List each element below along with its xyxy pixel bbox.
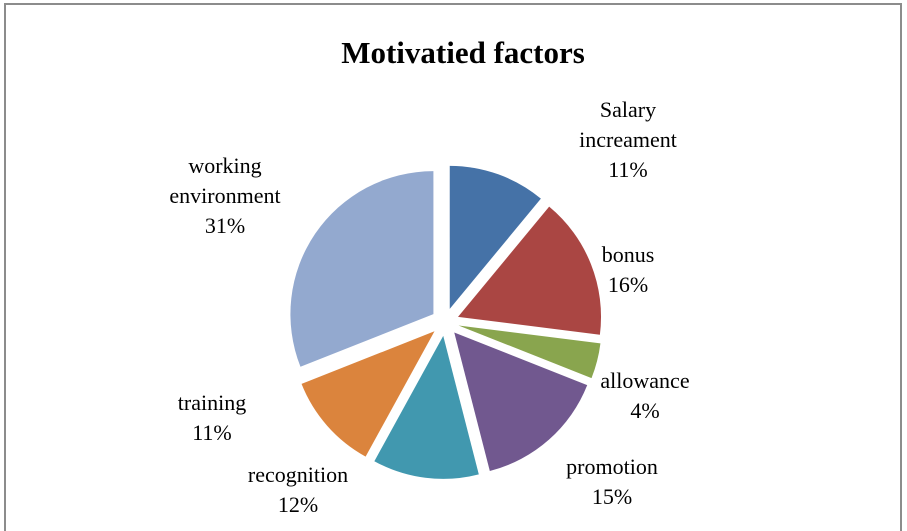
chart-frame: [4, 3, 902, 531]
pie-slice: [449, 165, 541, 309]
value-label: 11%: [608, 157, 648, 182]
value-label: 16%: [607, 272, 649, 297]
pie-slice: [301, 331, 435, 457]
slice-label: allowance 4%: [575, 366, 715, 426]
category-label: training: [177, 390, 247, 415]
slice-label: training 11%: [142, 388, 282, 448]
slice-label: recognition 12%: [228, 460, 368, 520]
value-label: 31%: [204, 213, 246, 238]
category-label: allowance: [600, 368, 690, 393]
pie-slice: [454, 332, 588, 472]
category-label: Salary increament: [579, 97, 677, 152]
slice-label: Salary increament 11%: [558, 95, 698, 185]
category-label: working environment: [169, 153, 281, 208]
slice-label: bonus 16%: [558, 240, 698, 300]
chart-title: Motivatied factors: [341, 35, 585, 70]
slice-label: promotion 15%: [542, 452, 682, 512]
value-label: 12%: [277, 492, 319, 517]
pie-slice: [458, 206, 602, 335]
pie-slice: [374, 335, 479, 479]
value-label: 15%: [591, 484, 633, 509]
category-label: bonus: [601, 242, 655, 267]
category-label: recognition: [247, 462, 349, 487]
pie-slice: [290, 171, 434, 367]
pie-slice: [458, 325, 601, 379]
value-label: 4%: [630, 398, 660, 423]
category-label: promotion: [566, 454, 658, 479]
value-label: 11%: [192, 420, 232, 445]
slice-label: working environment 31%: [155, 151, 295, 241]
